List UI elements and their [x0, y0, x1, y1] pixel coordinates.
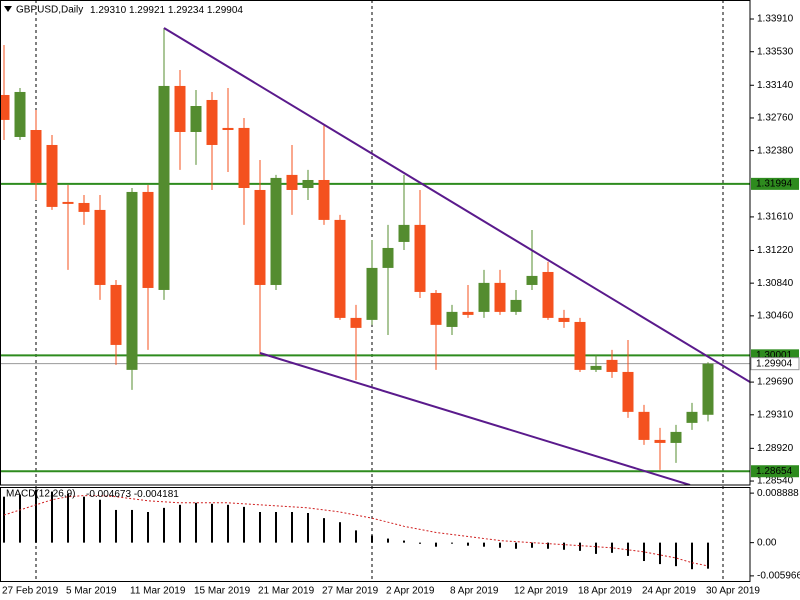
- y-tick-label: 1.30460: [757, 310, 794, 321]
- macd-window: [3, 489, 709, 570]
- level-label: 1.31994: [756, 179, 793, 190]
- candle-body: [94, 209, 106, 285]
- candle-body: [190, 105, 202, 132]
- x-tick-label: 15 Mar 2019: [194, 586, 251, 597]
- level-label: 1.30001: [756, 350, 793, 361]
- x-tick-label: 24 Apr 2019: [642, 586, 696, 597]
- candle-body: [526, 275, 538, 285]
- x-tick-label: 2 Apr 2019: [386, 586, 435, 597]
- frames: [0, 0, 751, 582]
- trend-lines: [163, 27, 750, 485]
- y-tick-label: 1.31220: [757, 245, 794, 256]
- candle-body: [0, 94, 10, 120]
- level-label-box: [751, 177, 799, 190]
- macd-title: MACD(12,26,9): [6, 489, 75, 500]
- candle-body: [510, 299, 522, 312]
- ohlc-value: 1.29234: [168, 5, 205, 16]
- candle-body: [46, 144, 58, 207]
- candle-body: [126, 191, 138, 370]
- candle-body: [622, 371, 634, 412]
- y-tick-label: 0.008888: [757, 488, 799, 499]
- candle-body: [174, 85, 186, 132]
- candle-body: [30, 130, 42, 183]
- y-tick-label: 1.31610: [757, 212, 794, 223]
- y-tick-label: 1.30840: [757, 278, 794, 289]
- y-tick-label: 1.29310: [757, 409, 794, 420]
- y-tick-label: 0.00: [757, 537, 777, 548]
- candle-body: [78, 202, 90, 212]
- signal-line: [3, 495, 709, 567]
- candle-body: [462, 311, 474, 315]
- y-tick-label: 1.33530: [757, 46, 794, 57]
- candle-body: [318, 179, 330, 220]
- level-label: 1.28654: [756, 466, 793, 477]
- x-tick-label: 5 Mar 2019: [66, 586, 117, 597]
- ohlc-value: 1.29921: [129, 5, 166, 16]
- y-tick-label: 1.28920: [757, 443, 794, 454]
- candle-body: [286, 174, 298, 190]
- x-tick-label: 8 Apr 2019: [450, 586, 499, 597]
- ohlc-value: 1.29310: [90, 5, 127, 16]
- candle-body: [382, 247, 394, 268]
- candle-body: [350, 317, 362, 328]
- x-tick-label: 27 Mar 2019: [322, 586, 379, 597]
- candle-body: [494, 282, 506, 312]
- candle-body: [654, 439, 666, 443]
- symbol-title: GBPUSD,Daily: [16, 5, 83, 16]
- y-tick-label: 1.28540: [757, 476, 794, 487]
- y-tick-label: 1.33910: [757, 14, 794, 25]
- candle-body: [638, 411, 650, 440]
- x-tick-label: 12 Apr 2019: [514, 586, 568, 597]
- candle-body: [430, 292, 442, 325]
- price-label: 1.29904: [756, 358, 793, 369]
- ohlc-header: 1.29310 1.29921 1.29234 1.29904: [90, 5, 243, 16]
- candle-body: [110, 284, 122, 345]
- candle-body: [398, 224, 410, 242]
- y-tick-label: 1.33140: [757, 80, 794, 91]
- candle-body: [606, 359, 618, 372]
- candle-body: [206, 99, 218, 145]
- candle-body: [414, 224, 426, 292]
- candle-body: [334, 219, 346, 318]
- ohlc-value: 1.29904: [207, 5, 244, 16]
- price-label-box: [750, 357, 800, 371]
- y-tick-label: 1.32380: [757, 145, 794, 156]
- macd-header: -0.004673 -0.004181: [86, 489, 179, 500]
- x-tick-label: 27 Feb 2019: [2, 586, 59, 597]
- candle-body: [302, 179, 314, 188]
- macd-value: -0.004673: [86, 489, 131, 500]
- candle-body: [574, 321, 586, 370]
- macd-value: -0.004181: [134, 489, 179, 500]
- candle-body: [590, 365, 602, 370]
- candle-body: [478, 282, 490, 312]
- candle-body: [238, 127, 250, 188]
- y-tick-label: 1.32760: [757, 113, 794, 124]
- y-tick-label: 1.29690: [757, 377, 794, 388]
- candle-body: [366, 267, 378, 320]
- candle-body: [670, 431, 682, 443]
- candle-body: [158, 85, 170, 290]
- candle-body: [222, 127, 234, 131]
- x-tick-label: 18 Apr 2019: [578, 586, 632, 597]
- candle-body: [142, 191, 154, 288]
- candle-body: [558, 317, 570, 322]
- candle-body: [254, 189, 266, 285]
- candle-body: [14, 91, 26, 137]
- candle-body: [270, 177, 282, 285]
- candle-body: [542, 271, 554, 318]
- menu-arrow[interactable]: [4, 6, 12, 12]
- main-window: [0, 27, 750, 473]
- x-tick-label: 11 Mar 2019: [130, 586, 186, 597]
- x-tick-label: 21 Mar 2019: [258, 586, 315, 597]
- level-label-box: [751, 465, 799, 478]
- y-tick-label: -0.005966: [757, 571, 800, 582]
- candle-body: [446, 311, 458, 327]
- candle-body: [686, 411, 698, 423]
- candle-body: [62, 201, 74, 204]
- x-tick-label: 30 Apr 2019: [706, 586, 760, 597]
- candle-body: [702, 363, 714, 415]
